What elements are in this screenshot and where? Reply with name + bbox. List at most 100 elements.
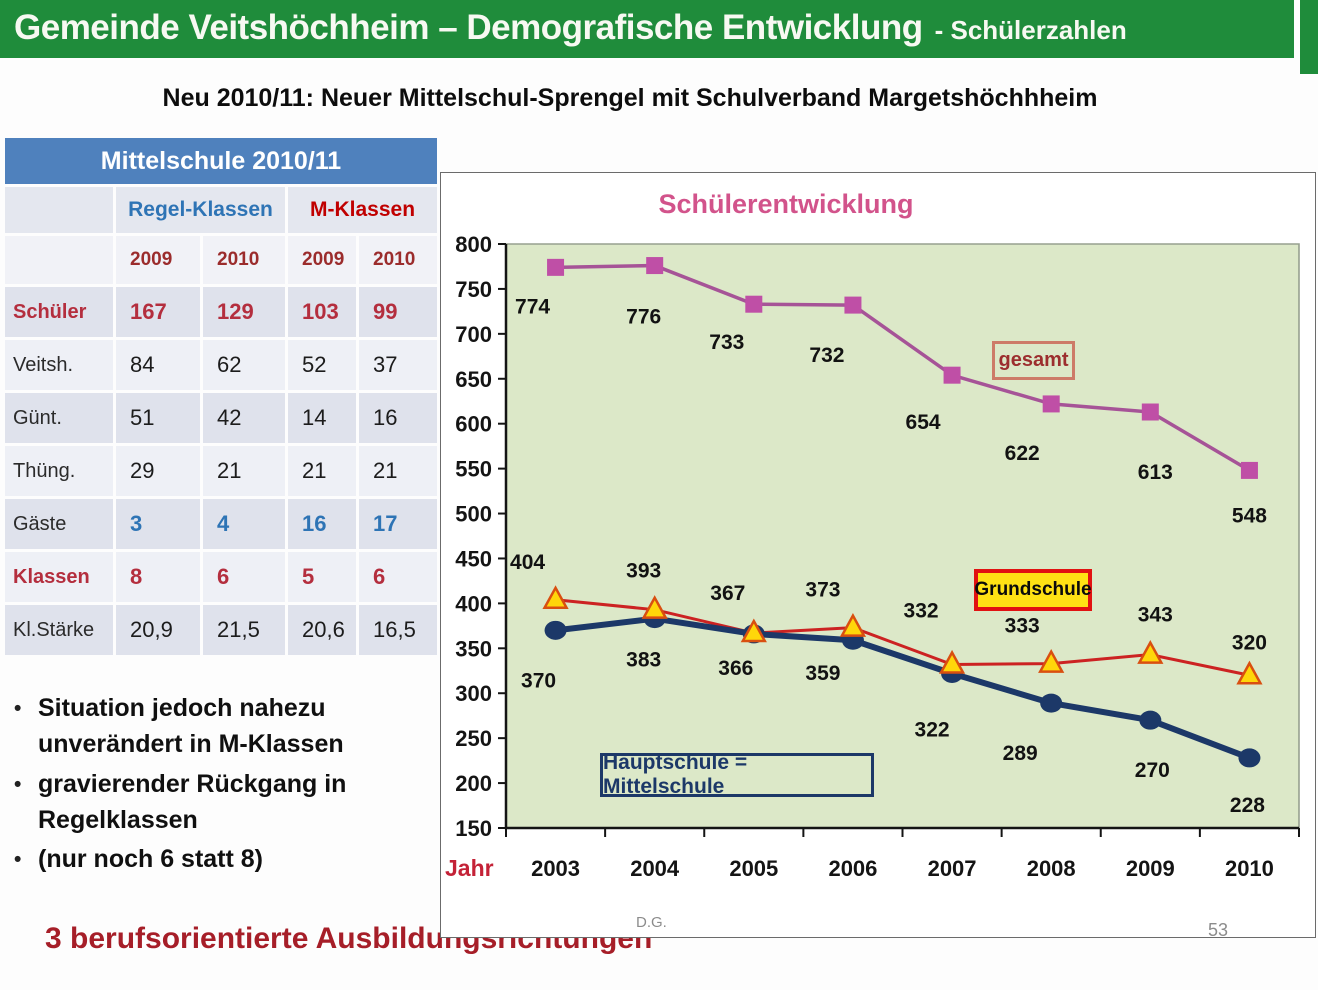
table-cell-value: 29	[116, 446, 200, 496]
series-marker-grundschule	[1038, 648, 1065, 673]
table-cell-value: 167	[116, 287, 200, 337]
y-axis-tick-label: 800	[455, 232, 492, 257]
bullet-text: gravierender Rückgang in Regelklassen	[38, 769, 347, 834]
y-axis-tick-label: 700	[455, 322, 492, 347]
table-cell-value: 21,5	[203, 605, 285, 655]
header-accent-block	[1300, 0, 1318, 74]
data-label: 622	[1005, 442, 1040, 465]
series-marker-grundschule	[740, 618, 767, 643]
table-cell-value: 6	[359, 552, 437, 602]
subtitle: Neu 2010/11: Neuer Mittelschul-Sprengel …	[162, 84, 1098, 112]
data-label: 373	[805, 579, 840, 602]
series-marker-grundschule	[839, 613, 867, 637]
y-axis-tick-label: 300	[455, 681, 492, 706]
x-axis-title: Jahr	[445, 855, 494, 881]
y-axis-tick-label: 450	[455, 546, 492, 571]
x-axis-tick-label: 2006	[828, 856, 877, 881]
data-label: 333	[1005, 615, 1040, 638]
x-axis-tick-label: 2007	[928, 856, 977, 881]
series-marker-hauptschule-mittelschule	[1040, 693, 1063, 713]
data-label: 367	[710, 582, 745, 605]
chart-title: Schülerentwicklung	[658, 189, 914, 219]
table-cell-value: 84	[116, 340, 200, 390]
series-marker-gesamt	[1141, 403, 1159, 421]
bullet-dot-icon: •	[14, 772, 22, 796]
table-row-label: Kl.Stärke	[5, 605, 113, 655]
table-cell-value: 4	[203, 499, 285, 549]
data-label: 613	[1138, 461, 1173, 484]
data-label: 732	[809, 344, 844, 367]
bullet-item: • (nur noch 6 statt 8)	[14, 841, 416, 877]
table-corner-cell	[5, 187, 113, 233]
x-axis-tick-label: 2004	[630, 856, 680, 881]
data-label: 332	[904, 599, 939, 622]
series-marker-hauptschule-mittelschule	[544, 620, 567, 640]
bullet-text: (nur noch 6 statt 8)	[38, 845, 264, 873]
x-axis-tick-label: 2005	[729, 856, 778, 881]
series-marker-gesamt	[547, 258, 565, 276]
table-row-label: Günt.	[5, 393, 113, 443]
table-cell-value: 103	[288, 287, 356, 337]
series-marker-gesamt	[844, 296, 862, 314]
legend-grundschule: Grundschule	[974, 569, 1092, 611]
table-cell-value: 20,9	[116, 605, 200, 655]
footer-initials: D.G.	[636, 914, 667, 931]
series-marker-gesamt	[745, 295, 763, 313]
y-axis-tick-label: 250	[455, 726, 492, 751]
table-cell-value: 21	[288, 446, 356, 496]
bullet-list: • Situation jedoch nahezu unverändert in …	[14, 690, 416, 880]
data-label: 404	[510, 551, 545, 574]
bullet-text: Situation jedoch nahezu unverändert in M…	[38, 694, 344, 759]
data-label: 320	[1232, 631, 1267, 654]
table-row-label: Thüng.	[5, 446, 113, 496]
data-label: 548	[1232, 504, 1267, 527]
bullet-item: • gravierender Rückgang in Regelklassen	[14, 766, 416, 839]
bullet-dot-icon: •	[14, 848, 22, 871]
data-label: 383	[626, 649, 661, 672]
series-line-hauptschule-mittelschule	[555, 615, 1251, 761]
series-marker-gesamt	[1042, 395, 1060, 413]
series-marker-grundschule	[1137, 640, 1164, 664]
table-cell-value: 52	[288, 340, 356, 390]
table-cell-value: 62	[203, 340, 285, 390]
data-label: 393	[626, 560, 661, 583]
data-label: 774	[515, 295, 550, 318]
table-year-header: 2009	[288, 236, 356, 284]
data-label: 654	[906, 411, 941, 434]
table-cell-value: 3	[116, 499, 200, 549]
series-marker-gesamt	[1240, 461, 1258, 479]
y-axis-tick-label: 750	[455, 277, 492, 302]
plot-border	[506, 243, 1300, 828]
series-marker-gesamt	[646, 257, 664, 275]
bullet-item: • Situation jedoch nahezu unverändert in …	[14, 690, 416, 763]
data-label: 289	[1003, 742, 1038, 765]
table-cell-value: 42	[203, 393, 285, 443]
table-year-header: 2010	[203, 236, 285, 284]
header-bar: Gemeinde Veitshöchheim – Demografische E…	[0, 0, 1294, 58]
x-axis-tick-label: 2009	[1126, 856, 1175, 881]
x-axis-tick-label: 2010	[1225, 856, 1274, 881]
page-title: Gemeinde Veitshöchheim – Demografische E…	[14, 8, 923, 47]
table-cell-value: 8	[116, 552, 200, 602]
table-row-label: Klassen	[5, 552, 113, 602]
bullet-dot-icon: •	[14, 697, 22, 720]
table-cell-value: 37	[359, 340, 437, 390]
x-axis-tick-label: 2003	[531, 856, 580, 881]
series-marker-grundschule	[542, 585, 569, 610]
table-row-label: Schüler	[5, 287, 113, 337]
plot-area	[506, 244, 1299, 828]
series-line-grundschule	[555, 598, 1250, 677]
footer-page-number: 53	[1208, 920, 1229, 940]
y-axis-tick-label: 600	[455, 412, 492, 437]
table-cell-value: 17	[359, 499, 437, 549]
series-marker-gesamt	[943, 366, 961, 384]
data-label: 776	[626, 306, 661, 329]
table-cell-value: 16	[288, 499, 356, 549]
y-axis-tick-label: 550	[455, 457, 492, 482]
series-marker-grundschule	[938, 649, 966, 674]
table-cell-value: 129	[203, 287, 285, 337]
table-cell-value: 99	[359, 287, 437, 337]
y-axis-tick-label: 150	[455, 816, 492, 841]
series-marker-hauptschule-mittelschule	[1139, 710, 1162, 730]
data-label: 228	[1230, 794, 1265, 817]
